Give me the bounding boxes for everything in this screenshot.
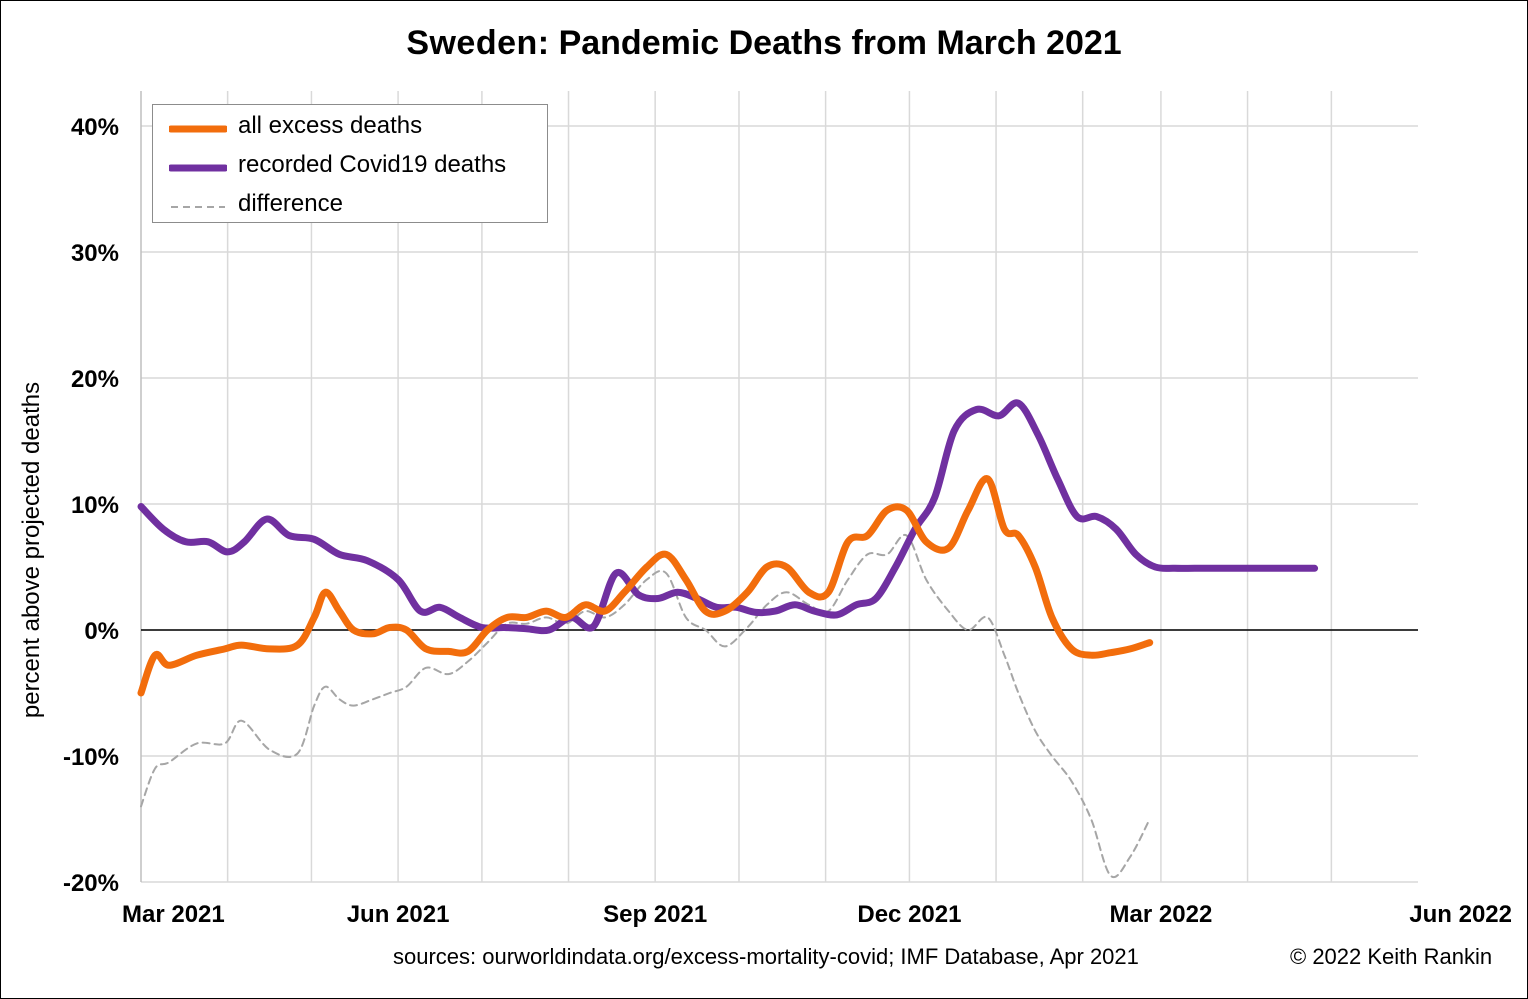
chart-title-country: Sweden [406, 24, 538, 62]
legend-item-difference: difference [153, 187, 547, 221]
x-tick-label: Mar 2022 [1110, 901, 1213, 928]
y-tick-label: 30% [71, 240, 119, 267]
legend-swatch-excess [169, 125, 227, 133]
sources-note: sources: ourworldindata.org/excess-morta… [393, 944, 1139, 969]
legend-swatch-covid [169, 164, 227, 172]
legend-item-covid: recorded Covid19 deaths [153, 148, 547, 182]
copyright-note: © 2022 Keith Rankin [1290, 944, 1493, 969]
y-tick-labels: 40% 30% 20% 10% 0% -10% -20% [63, 114, 119, 897]
y-tick-label: -10% [63, 744, 119, 771]
x-tick-label: Mar 2021 [122, 901, 225, 928]
series-line-excess-deaths [137, 475, 1154, 697]
legend-item-excess: all excess deaths [153, 109, 547, 143]
x-tick-label: Jun 2022 [1409, 901, 1512, 928]
y-tick-label: 0% [84, 618, 119, 645]
series-line-covid-deaths [137, 399, 1319, 635]
x-tick-label: Sep 2021 [603, 901, 707, 928]
legend-label-difference: difference [238, 190, 343, 217]
x-tick-labels: Mar 2021 Jun 2021 Sep 2021 Dec 2021 Mar 2022… [122, 901, 1512, 928]
legend-swatch-difference [171, 206, 225, 208]
legend: all excess deaths recorded Covid19 death… [152, 104, 548, 223]
y-tick-label: 20% [71, 366, 119, 393]
series-lines [137, 399, 1319, 879]
series-line-difference [140, 533, 1151, 879]
legend-label-covid: recorded Covid19 deaths [238, 151, 507, 178]
y-tick-label: 10% [71, 492, 119, 519]
y-tick-label: 40% [71, 114, 119, 141]
x-tick-label: Jun 2021 [347, 901, 450, 928]
chart-title-rest: : Pandemic Deaths from March 2021 [537, 24, 1122, 62]
x-tick-label: Dec 2021 [857, 901, 961, 928]
chart-title: Sweden: Pandemic Deaths from March 2021 [0, 24, 1528, 63]
y-tick-label: -20% [63, 870, 119, 897]
legend-label-excess: all excess deaths [238, 112, 423, 139]
